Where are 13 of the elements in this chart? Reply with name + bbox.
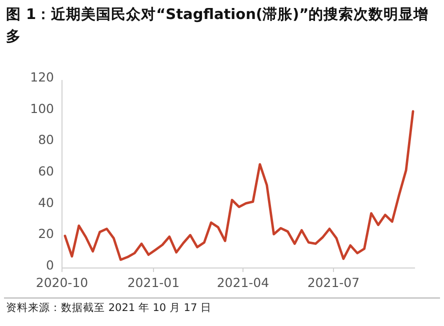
y-tick-label: 120	[30, 70, 54, 84]
y-tick-label: 100	[30, 100, 54, 116]
x-tick-label: 2021-07	[307, 275, 360, 290]
x-tick-label: 2021-01	[127, 275, 180, 290]
y-tick-label: 40	[38, 194, 54, 210]
text: 资料来源：数据截至 2021 年 10 月 17 日	[6, 301, 212, 315]
y-tick-label: 20	[38, 226, 54, 242]
x-tick-label: 2021-04	[216, 275, 270, 290]
y-tick-label: 60	[38, 164, 54, 178]
y-tick-label: 0	[46, 258, 54, 272]
chart-title: 图 1：近期美国民众对“Stagflation(滞胀)”的搜索次数明显增多	[6, 5, 430, 47]
y-tick-label: 80	[38, 132, 54, 148]
x-tick-label: 2020-10	[36, 275, 88, 290]
